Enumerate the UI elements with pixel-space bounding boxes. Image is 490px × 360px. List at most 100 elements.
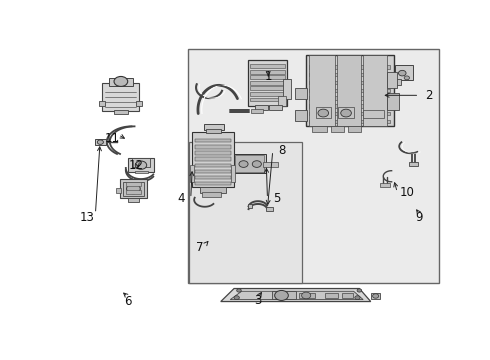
Bar [195, 176, 231, 179]
Bar [278, 96, 286, 105]
Bar [337, 55, 361, 126]
Bar [306, 55, 393, 126]
Bar [248, 60, 287, 105]
Bar [309, 66, 390, 69]
Bar [250, 75, 285, 79]
Bar [250, 98, 285, 102]
Bar [309, 112, 390, 115]
Text: 7: 7 [196, 241, 204, 254]
Bar [250, 81, 285, 85]
Bar [409, 162, 418, 166]
Bar [128, 198, 139, 202]
Circle shape [135, 161, 147, 169]
Bar [114, 110, 128, 114]
Bar [348, 126, 361, 132]
Bar [234, 154, 267, 174]
Circle shape [355, 296, 360, 300]
Bar [204, 124, 224, 130]
Bar [392, 79, 401, 85]
Polygon shape [220, 288, 371, 302]
Circle shape [341, 109, 351, 117]
Circle shape [357, 289, 362, 292]
Bar [231, 165, 235, 182]
Text: 3: 3 [254, 294, 262, 307]
Circle shape [275, 291, 288, 301]
Bar [248, 204, 252, 208]
Circle shape [302, 292, 311, 299]
Text: 1: 1 [265, 70, 272, 83]
Text: 6: 6 [124, 295, 131, 308]
Bar [342, 293, 353, 298]
Circle shape [237, 289, 241, 292]
Bar [250, 70, 285, 74]
Bar [195, 182, 231, 185]
Polygon shape [230, 291, 363, 300]
Bar [316, 107, 331, 118]
Bar [309, 120, 390, 123]
Bar [126, 183, 141, 186]
Bar [309, 73, 390, 76]
Bar [283, 79, 291, 99]
Bar [192, 132, 234, 187]
Bar [131, 158, 150, 167]
Bar [387, 93, 399, 110]
Text: 11: 11 [105, 131, 120, 144]
Bar [190, 165, 194, 182]
Bar [394, 66, 413, 80]
Bar [266, 207, 273, 211]
Bar [123, 182, 144, 195]
Bar [363, 110, 384, 118]
Bar [331, 126, 344, 132]
Text: 8: 8 [279, 144, 286, 157]
Bar [200, 187, 226, 193]
Bar [250, 86, 285, 90]
Bar [195, 170, 231, 173]
Circle shape [372, 294, 379, 298]
Bar [136, 102, 142, 105]
Circle shape [318, 109, 329, 117]
Bar [195, 139, 231, 143]
Text: 2: 2 [425, 89, 433, 102]
Circle shape [398, 70, 406, 76]
Bar [128, 158, 154, 172]
Bar [116, 188, 121, 193]
Bar [195, 151, 231, 155]
Bar [120, 179, 147, 198]
Text: 5: 5 [273, 192, 281, 205]
Bar [298, 293, 315, 298]
Text: 12: 12 [128, 159, 144, 172]
Circle shape [114, 76, 128, 86]
Bar [126, 190, 141, 194]
Bar [102, 84, 139, 111]
Bar [189, 49, 439, 283]
Bar [263, 162, 278, 167]
Bar [235, 156, 265, 172]
Bar [295, 110, 307, 121]
Bar [309, 89, 390, 92]
Bar [195, 145, 231, 149]
Bar [195, 163, 231, 167]
Circle shape [404, 76, 410, 80]
Bar [95, 139, 106, 145]
Bar [272, 291, 296, 299]
Bar [380, 183, 390, 186]
Bar [189, 141, 302, 283]
Bar [99, 102, 105, 105]
Bar [206, 129, 220, 133]
Text: 4: 4 [177, 192, 185, 205]
Bar [195, 157, 231, 161]
Text: 9: 9 [416, 211, 423, 224]
Bar [309, 96, 390, 100]
Bar [339, 107, 354, 118]
Bar [250, 92, 285, 96]
Circle shape [98, 140, 103, 144]
Circle shape [252, 161, 261, 167]
Bar [251, 109, 263, 113]
Circle shape [234, 296, 239, 300]
Bar [250, 64, 285, 68]
Bar [255, 105, 268, 110]
Bar [309, 104, 390, 108]
Bar [387, 72, 397, 87]
Circle shape [239, 161, 248, 167]
Bar [363, 55, 387, 126]
